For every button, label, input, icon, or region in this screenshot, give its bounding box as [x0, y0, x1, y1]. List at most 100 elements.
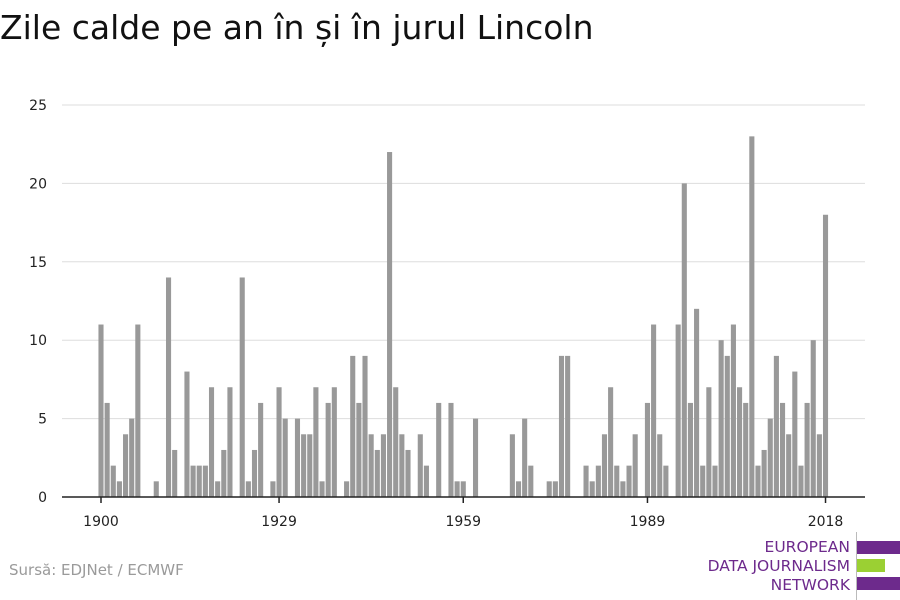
bar[interactable] [362, 355, 368, 497]
bar[interactable] [307, 434, 313, 497]
bar[interactable] [724, 355, 730, 497]
bar[interactable] [509, 434, 515, 497]
bar[interactable] [282, 418, 288, 497]
bar[interactable] [552, 481, 558, 497]
bar[interactable] [215, 481, 221, 497]
bar[interactable] [208, 387, 215, 497]
bar[interactable] [172, 449, 178, 497]
bar[interactable] [202, 465, 208, 497]
bar[interactable] [331, 387, 337, 497]
bar[interactable] [454, 481, 460, 497]
bar[interactable] [405, 449, 411, 497]
bar[interactable] [737, 387, 743, 497]
bar[interactable] [393, 387, 399, 497]
bar[interactable] [712, 465, 718, 497]
bar[interactable] [436, 402, 442, 497]
bar[interactable] [761, 449, 767, 497]
bar[interactable] [700, 465, 706, 497]
bar[interactable] [651, 324, 657, 497]
bar[interactable] [657, 434, 663, 497]
bar[interactable] [798, 465, 804, 497]
bar[interactable] [460, 481, 466, 497]
bar[interactable] [294, 418, 301, 497]
bar[interactable] [546, 481, 552, 497]
bar[interactable] [153, 481, 159, 497]
bar[interactable] [221, 449, 227, 497]
bar[interactable] [694, 308, 700, 497]
bar[interactable] [810, 340, 816, 497]
logo-line-3: NETWORK [770, 576, 850, 594]
bar[interactable] [319, 481, 325, 497]
bar[interactable] [227, 387, 233, 497]
bar[interactable] [135, 324, 141, 497]
bar[interactable] [595, 465, 601, 497]
bar[interactable] [184, 371, 190, 497]
bar[interactable] [356, 402, 362, 497]
edjnet-logo[interactable]: EUROPEAN DATA JOURNALISM NETWORK [700, 532, 900, 600]
bar[interactable] [313, 387, 319, 497]
bar[interactable] [239, 277, 245, 497]
bar[interactable] [123, 434, 129, 497]
bar[interactable] [423, 465, 429, 497]
bar[interactable] [374, 449, 380, 497]
bar[interactable] [681, 183, 687, 497]
bar[interactable] [558, 355, 565, 497]
bar[interactable] [110, 465, 116, 497]
bar[interactable] [350, 355, 356, 497]
bar[interactable] [258, 402, 264, 497]
bar[interactable] [245, 481, 251, 497]
bar[interactable] [368, 434, 374, 497]
bar[interactable] [190, 465, 196, 497]
bar[interactable] [644, 402, 651, 497]
bar[interactable] [614, 465, 620, 497]
bar[interactable] [196, 465, 202, 497]
bar[interactable] [565, 355, 571, 497]
bar[interactable] [515, 481, 522, 497]
bar[interactable] [601, 434, 608, 497]
bar[interactable] [528, 465, 534, 497]
bar[interactable] [417, 434, 423, 497]
bar[interactable] [325, 402, 331, 497]
bar[interactable] [472, 418, 479, 497]
bar[interactable] [620, 481, 626, 497]
bar[interactable] [632, 434, 638, 497]
bar[interactable] [718, 340, 724, 497]
bar[interactable] [786, 434, 792, 497]
bar[interactable] [687, 402, 693, 497]
bar[interactable] [755, 465, 761, 497]
bar[interactable] [251, 449, 258, 497]
bar[interactable] [822, 214, 829, 497]
bar[interactable] [301, 434, 307, 497]
bar[interactable] [773, 355, 779, 497]
bar[interactable] [116, 481, 122, 497]
bar[interactable] [276, 387, 282, 497]
bar[interactable] [779, 402, 786, 497]
bar[interactable] [522, 418, 528, 497]
bar[interactable] [98, 324, 104, 497]
bar[interactable] [399, 434, 405, 497]
bar[interactable] [792, 371, 798, 497]
bar[interactable] [165, 277, 172, 497]
bar[interactable] [380, 434, 386, 497]
bar[interactable] [749, 136, 755, 498]
bars [98, 136, 829, 498]
bar[interactable] [129, 418, 135, 497]
bar[interactable] [804, 402, 810, 497]
bar[interactable] [104, 402, 110, 497]
bar[interactable] [270, 481, 276, 497]
bar[interactable] [626, 465, 632, 497]
bar[interactable] [608, 387, 614, 497]
bar[interactable] [730, 324, 736, 497]
bar[interactable] [344, 481, 350, 497]
bar[interactable] [663, 465, 669, 497]
bar[interactable] [448, 402, 454, 497]
bar[interactable] [583, 465, 589, 497]
bar[interactable] [589, 481, 595, 497]
bar[interactable] [743, 402, 749, 497]
bar[interactable] [767, 418, 773, 497]
bar[interactable] [706, 387, 712, 497]
logo-text: EUROPEAN DATA JOURNALISM NETWORK [708, 538, 850, 595]
bar[interactable] [816, 434, 822, 497]
bar[interactable] [387, 152, 393, 498]
bar[interactable] [675, 324, 681, 497]
